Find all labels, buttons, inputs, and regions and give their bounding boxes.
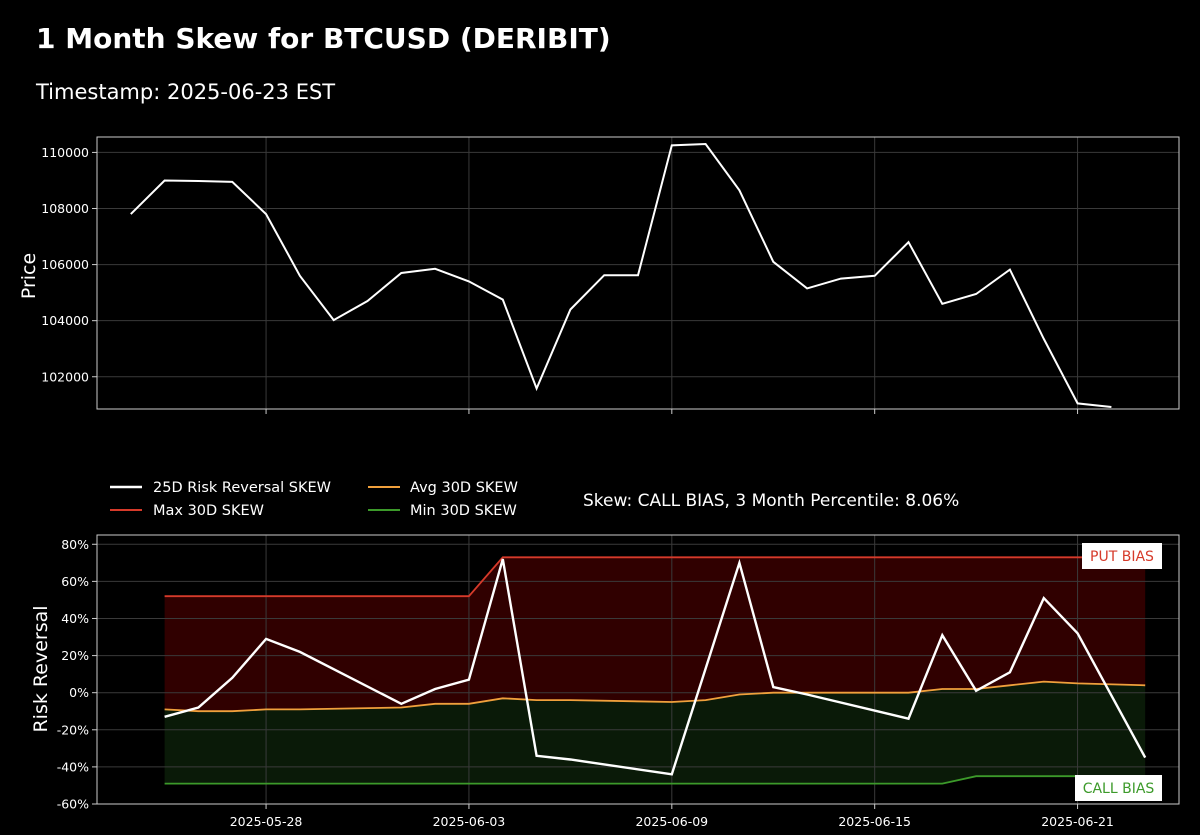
- price-y-axis-label: Price: [18, 253, 40, 299]
- y-tick-label: -40%: [57, 759, 89, 774]
- x-tick-label: 2025-06-09: [635, 814, 708, 829]
- skew-y-ticks: -60% -40% -20% 0% 20% 40% 60% 80%: [57, 537, 97, 812]
- price-panel: 102000 104000 106000 108000 110000 Price: [18, 136, 1180, 414]
- y-tick-label: 104000: [41, 313, 89, 328]
- skew-x-ticks: 2025-05-28 2025-06-03 2025-06-09 2025-06-15…: [230, 804, 1114, 829]
- x-tick-label: 2025-05-28: [230, 814, 303, 829]
- legend-label-max: Max 30D SKEW: [153, 503, 264, 519]
- y-tick-label: 40%: [61, 611, 89, 626]
- max-skew-line: [164, 556, 1146, 598]
- y-tick-label: -60%: [57, 797, 89, 812]
- y-tick-label: 102000: [41, 369, 89, 384]
- price-x-ticks: [265, 409, 1079, 414]
- y-tick-label: 0%: [69, 685, 89, 700]
- avg-skew-line: [164, 680, 1146, 713]
- price-grid: [97, 137, 1179, 409]
- put-bias-area: [164, 557, 1146, 712]
- call-bias-badge: [1075, 775, 1162, 801]
- chart-title: 1 Month Skew for BTCUSD (DERIBIT): [36, 22, 611, 55]
- legend-label-avg: Avg 30D SKEW: [410, 480, 518, 496]
- price-frame: [96, 136, 1180, 410]
- y-tick-label: -20%: [57, 722, 89, 737]
- y-tick-label: 80%: [61, 537, 89, 552]
- legend-label-min: Min 30D SKEW: [410, 503, 517, 519]
- x-tick-label: 2025-06-21: [1041, 814, 1114, 829]
- skew-y-axis-label: Risk Reversal: [30, 605, 52, 732]
- skew-status-text: Skew: CALL BIAS, 3 Month Percentile: 8.0…: [583, 491, 959, 511]
- price-line: [130, 142, 1112, 408]
- skew-panel: -60%-40%-20%0%20%40%60%80% 2025-05-28 202…: [30, 534, 1180, 829]
- price-y-ticks: 102000 104000 106000 108000 110000: [41, 145, 97, 384]
- min-skew-line: [164, 775, 1146, 785]
- y-tick-label: 20%: [61, 648, 89, 663]
- x-tick-label: 2025-06-03: [433, 814, 506, 829]
- risk-reversal-line: [164, 558, 1147, 776]
- call-bias-label: CALL BIAS: [1083, 781, 1155, 797]
- y-tick-label: 60%: [61, 574, 89, 589]
- legend-label-skew: 25D Risk Reversal SKEW: [153, 480, 331, 496]
- skew-legend: 25D Risk Reversal SKEW Max 30D SKEW Avg …: [110, 480, 518, 519]
- y-tick-label: 110000: [41, 145, 89, 160]
- y-tick-label: 108000: [41, 201, 89, 216]
- skew-frame: [96, 534, 1180, 805]
- put-bias-label: PUT BIAS: [1090, 549, 1154, 565]
- x-tick-label: 2025-06-15: [838, 814, 911, 829]
- timestamp-label: Timestamp: 2025-06-23 EST: [36, 80, 336, 104]
- put-bias-badge: [1082, 543, 1162, 569]
- y-tick-label: 106000: [41, 257, 89, 272]
- skew-grid: [97, 535, 1179, 805]
